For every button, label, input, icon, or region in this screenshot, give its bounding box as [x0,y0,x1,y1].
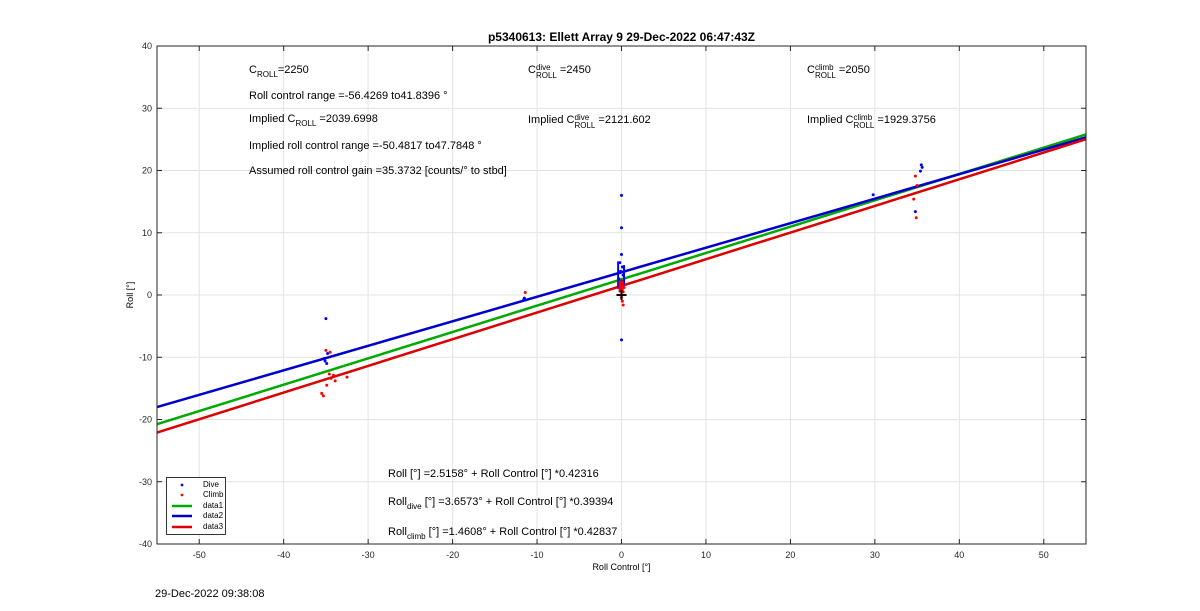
point-climb [914,216,918,220]
point-dive [871,193,875,197]
point-dive [918,169,922,173]
fit-all-equation: Roll [°] =2.5158° + Roll Control [°] *0.… [388,468,599,480]
x-tick-label: -40 [277,550,290,560]
point-climb [327,372,331,376]
gain-annotation: Assumed roll control gain =35.3732 [coun… [249,165,507,177]
legend-data2-line [172,514,192,518]
x-tick-label: 40 [954,550,964,560]
legend-label: Climb [203,490,224,499]
point-climb [620,299,624,303]
point-climb [621,303,625,307]
legend-label: Dive [203,480,220,489]
implied-range-annotation: Implied roll control range =-50.4817 to4… [249,140,482,152]
x-tick-label: -30 [362,550,375,560]
legend-data1-line [172,504,192,508]
fit-climb-equation: Rollclimb [°] =1.4608° + Roll Control [°… [388,526,618,541]
fit-dive-equation: Rolldive [°] =3.6573° + Roll Control [°]… [388,496,614,511]
y-tick-label: 30 [142,103,152,113]
legend-label: data1 [203,501,224,510]
point-dive [620,253,623,257]
point-climb [324,348,328,352]
y-tick-label: -20 [139,415,152,425]
point-dive [324,317,328,321]
point-dive [322,356,326,360]
climb-cluster [618,280,624,293]
x-tick-label: -10 [531,550,544,560]
axes-box [156,45,1087,545]
legend-item-data3: data3 [167,522,225,532]
x-axis-label: Roll Control [°] [592,562,650,572]
point-climb [912,197,916,201]
y-tick-label: 0 [147,290,152,300]
point-dive [620,338,623,342]
legend-label: data3 [203,522,224,531]
x-tick-label: 50 [1039,550,1049,560]
point-climb [325,383,329,387]
point-climb [915,183,919,187]
x-tick-label: 0 [619,550,624,560]
point-dive [325,361,329,365]
chart-title: p5340613: Ellett Array 9 29-Dec-2022 06:… [488,30,755,44]
point-climb [332,373,336,377]
point-dive [522,298,526,302]
point-climb [523,291,527,295]
legend-data3-line [172,525,192,529]
point-dive [620,226,623,230]
point-dive [326,352,330,356]
point-dive [913,210,917,214]
y-tick-label: 20 [142,166,152,176]
point-climb [328,350,332,354]
footer-timestamp: 29-Dec-2022 09:38:08 [155,588,265,600]
point-dive [619,269,623,273]
y-tick-label: -30 [139,477,152,487]
x-tick-label: 20 [785,550,795,560]
point-dive [620,193,623,197]
y-tick-label: 10 [142,228,152,238]
y-tick-label: -40 [139,539,152,549]
point-climb [333,379,337,383]
legend: Dive Climb data1 data2 data3 [166,477,226,535]
point-dive [323,359,327,363]
legend-climb-marker [180,493,184,497]
x-tick-label: -50 [193,550,206,560]
y-axis-label: Roll [°] [125,282,135,309]
y-tick-label: 40 [142,41,152,51]
legend-dive-marker [180,483,184,487]
point-climb [913,174,917,178]
implied-c-roll-annotation: Implied CROLL =2039.6998 [249,113,378,128]
legend-label: data2 [203,511,224,520]
axis-ticks: -50 -40 -30 -20 -10 0 10 20 30 40 50 -40 -30 -20 -10 0 1… [139,41,1086,560]
point-climb [345,375,349,379]
x-tick-label: 30 [870,550,880,560]
c-roll-annotation: CROLL=2250 [249,64,309,79]
point-dive [920,165,924,169]
legend-item-dive: Dive [167,480,225,490]
legend-item-climb: Climb [167,490,225,500]
origin-marker [616,290,627,300]
y-tick-label: -10 [139,352,152,362]
point-dive [919,163,923,167]
point-climb [329,376,333,380]
x-tick-label: 10 [701,550,711,560]
roll-range-annotation: Roll control range =-56.4269 to41.8396 ° [249,90,448,102]
point-climb [321,394,325,398]
legend-item-data2: data2 [167,511,225,521]
point-climb [320,391,324,395]
legend-item-data1: data1 [167,501,225,511]
x-tick-label: -20 [446,550,459,560]
